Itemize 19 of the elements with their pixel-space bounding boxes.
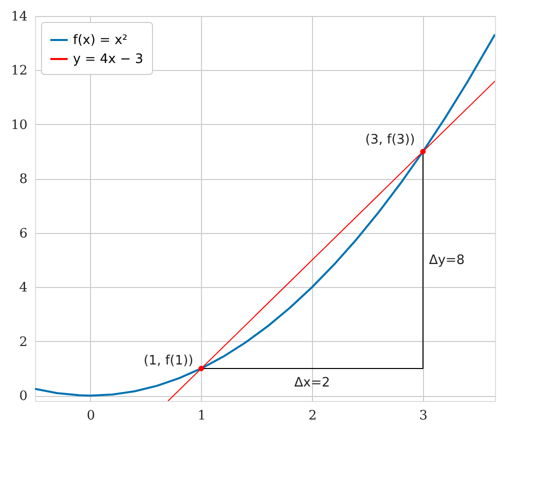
annotation: (3, f(3)) [365, 132, 415, 148]
y-tick-label: 14 [10, 10, 28, 24]
annotation: Δy=8 [428, 253, 465, 268]
y-tick-label: 12 [10, 64, 28, 79]
x-tick-label: 1 [198, 408, 206, 424]
y-tick-label: 0 [19, 389, 28, 404]
legend-label: f(x) = x² [73, 33, 128, 48]
y-tick-label: 6 [19, 226, 28, 242]
y-tick-label: 2 [19, 334, 28, 350]
annotation: (1, f(1)) [144, 353, 194, 368]
y-tick-label: 10 [10, 118, 28, 133]
y-tick-label: 8 [19, 172, 28, 188]
annotation: Δx=2 [294, 375, 330, 390]
y-tick-label: 4 [19, 280, 28, 296]
x-tick-label: 2 [308, 408, 317, 424]
x-tick-label: 3 [419, 408, 428, 424]
x-tick-label: 0 [86, 408, 96, 424]
line-series [35, 33, 495, 397]
legend-label: y = 4x − 3 [73, 52, 144, 67]
